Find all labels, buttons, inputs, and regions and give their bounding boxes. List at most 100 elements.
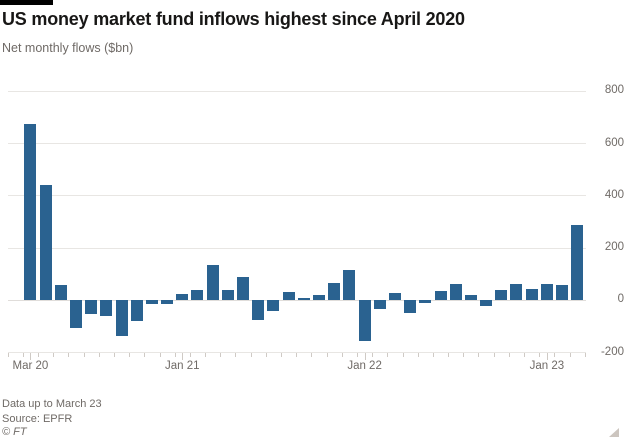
bar (54, 285, 67, 301)
x-axis-tick (463, 352, 465, 357)
x-axis-tick (83, 352, 85, 357)
bar (525, 288, 538, 301)
x-axis-tick (432, 352, 434, 357)
gridline (8, 299, 586, 301)
bar (495, 289, 508, 301)
x-axis-tick-label: Mar 20 (12, 359, 49, 372)
x-axis-tick (296, 352, 298, 357)
x-axis-tick (508, 352, 510, 357)
x-axis-tick (356, 352, 358, 357)
bar (556, 284, 569, 301)
gridline (8, 247, 586, 249)
bar (69, 300, 82, 329)
x-axis-tick (493, 352, 495, 357)
bar (358, 300, 371, 341)
bar (449, 283, 462, 301)
bar (540, 284, 553, 301)
ft-copyright: © FT (2, 426, 27, 438)
x-axis-tick (220, 352, 222, 357)
x-axis-tick (68, 352, 70, 357)
bar (221, 289, 234, 301)
bar (464, 294, 477, 301)
x-axis-tick (281, 352, 283, 357)
bar (510, 284, 523, 301)
bar (297, 297, 310, 301)
bar (145, 300, 158, 305)
x-axis-major-tick (182, 352, 184, 360)
x-axis-tick (159, 352, 161, 357)
bar (434, 291, 447, 301)
x-axis-tick (144, 352, 146, 357)
chart-subtitle: Net monthly flows ($bn) (2, 41, 134, 55)
y-axis-tick-label: 600 (604, 136, 624, 149)
x-axis-tick (174, 352, 176, 357)
bar (191, 290, 204, 301)
y-axis-tick-label: -200 (600, 345, 624, 358)
x-axis-tick (341, 352, 343, 357)
y-axis-tick-label: 400 (604, 188, 624, 201)
x-axis-major-tick (364, 352, 366, 360)
x-axis-tick (311, 352, 313, 357)
bar (373, 300, 386, 309)
x-axis-tick (554, 352, 556, 357)
x-axis-tick (387, 352, 389, 357)
x-axis-tick (478, 352, 480, 357)
ft-top-rule (0, 0, 53, 5)
x-axis-major-tick (30, 352, 32, 360)
bar (388, 292, 401, 301)
y-axis-tick-label: 0 (617, 293, 624, 306)
bar (313, 294, 325, 301)
bar (206, 265, 219, 301)
x-axis-tick (569, 352, 571, 357)
x-axis-tick (250, 352, 252, 357)
bar (100, 300, 113, 317)
x-axis-tick (205, 352, 207, 357)
data-note: Data up to March 23 (2, 398, 102, 410)
x-axis-tick (235, 352, 237, 357)
x-axis-tick (417, 352, 419, 357)
x-axis-tick (402, 352, 404, 357)
x-axis-tick (37, 352, 39, 357)
x-axis-tick (584, 352, 586, 357)
x-axis-tick (22, 352, 24, 357)
bar (237, 277, 250, 301)
bar (130, 300, 143, 321)
x-axis-tick (7, 352, 9, 357)
x-axis-tick (189, 352, 191, 357)
x-axis-tick-label: Jan 22 (347, 359, 382, 372)
x-axis-tick (372, 352, 374, 357)
bar (328, 283, 341, 301)
y-axis-tick-label: 800 (604, 84, 624, 97)
bar (343, 270, 356, 301)
x-axis-tick (448, 352, 450, 357)
bar (24, 123, 37, 301)
bar (267, 300, 280, 312)
bar (419, 300, 432, 303)
resize-handle-icon (609, 428, 619, 437)
y-axis-tick-label: 200 (604, 241, 624, 254)
x-axis-tick (265, 352, 267, 357)
x-axis-tick (53, 352, 55, 357)
bar (480, 300, 493, 307)
source-note: Source: EPFR (2, 412, 73, 425)
bar (252, 300, 265, 321)
gridline (8, 195, 586, 197)
bar (85, 300, 98, 314)
bar (404, 300, 417, 314)
bar (161, 300, 174, 305)
x-axis-tick (539, 352, 541, 357)
bar (571, 225, 584, 301)
x-axis-tick (113, 352, 115, 357)
bar (39, 185, 52, 301)
x-axis-tick (326, 352, 328, 357)
chart-title: US money market fund inflows highest sin… (2, 9, 465, 29)
gridline (8, 143, 586, 145)
x-axis-major-tick (546, 352, 548, 360)
x-axis-tick-label: Jan 21 (165, 359, 200, 372)
x-axis-tick (129, 352, 131, 357)
x-axis-tick (524, 352, 526, 357)
gridline (8, 90, 586, 92)
x-axis-tick (98, 352, 100, 357)
